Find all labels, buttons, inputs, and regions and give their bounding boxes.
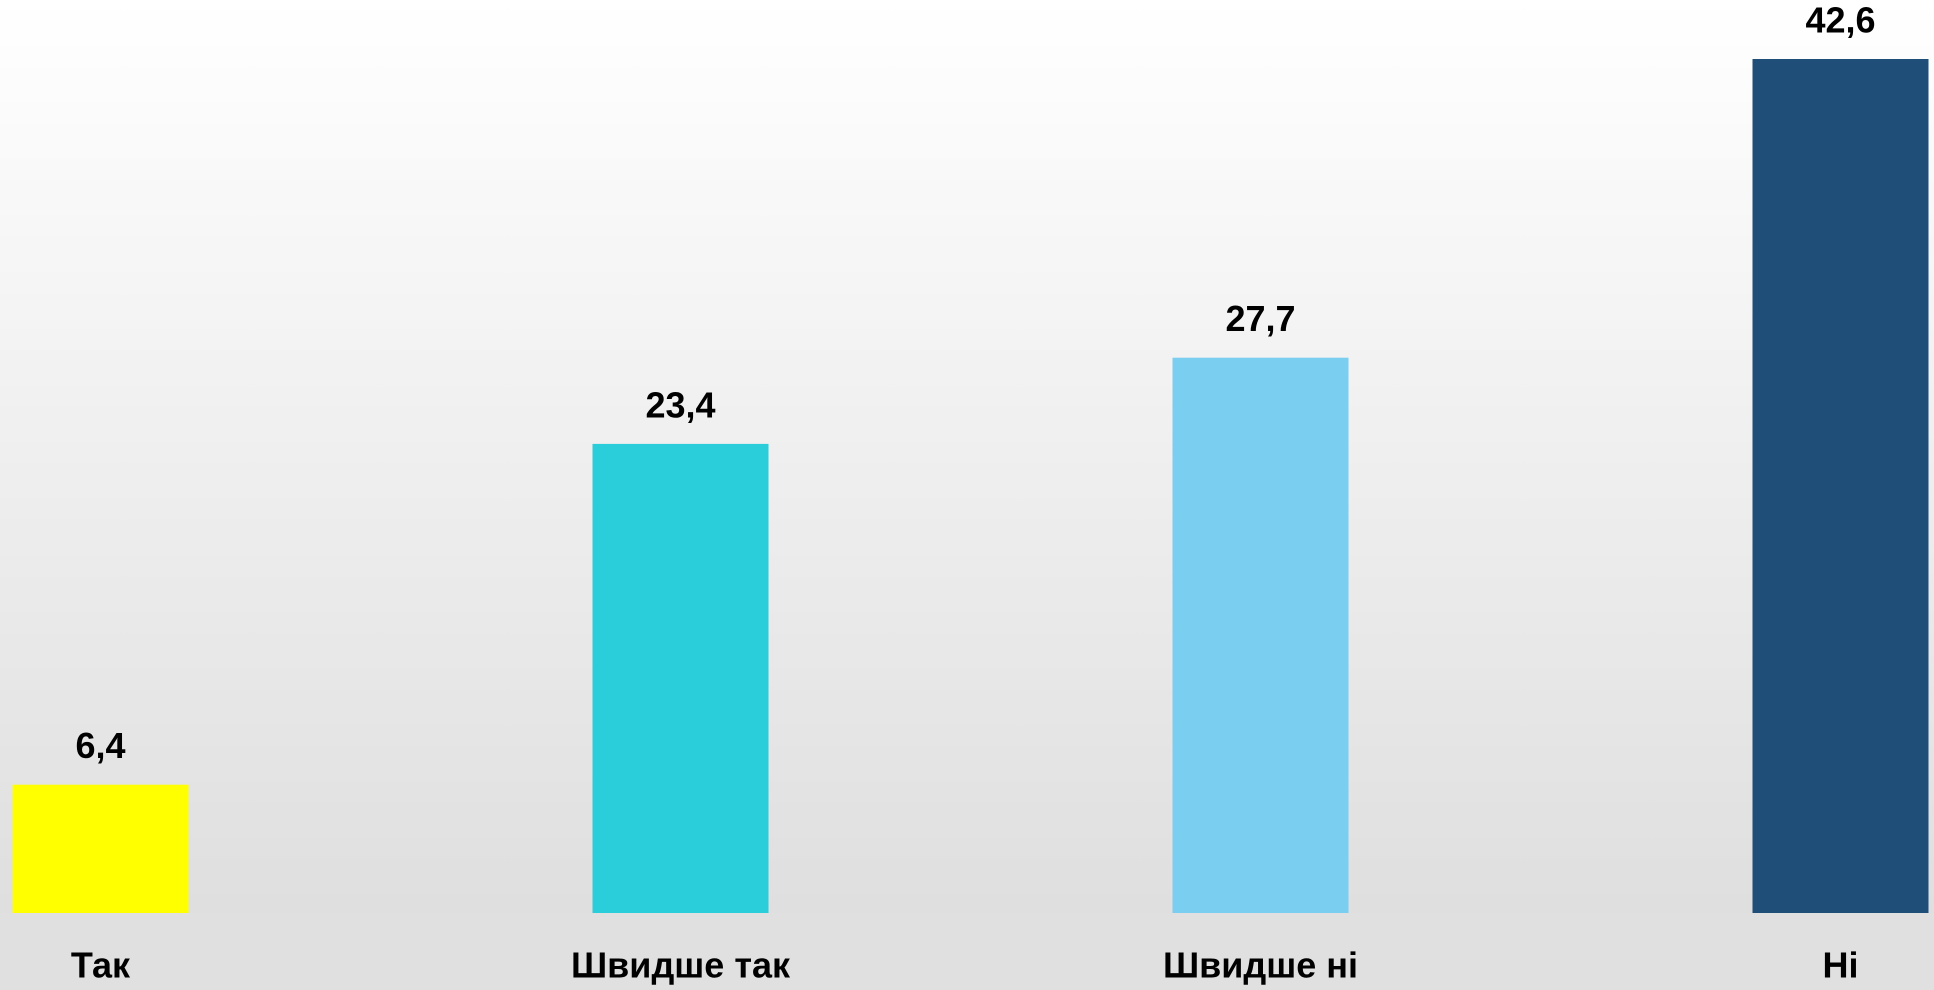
value-label: 23,4 [645,384,715,425]
x-tick-label: Так [71,945,131,986]
x-tick-label: Швидше ні [1163,945,1358,986]
bar [1752,59,1929,913]
axis-strip [0,913,1934,990]
x-tick-label: Ні [1823,945,1859,986]
bar [1172,357,1349,913]
value-label: 27,7 [1225,298,1295,339]
bar [592,443,769,913]
value-label: 6,4 [75,725,125,766]
bar [12,784,189,913]
x-tick-label: Швидше так [571,945,791,986]
value-label: 42,6 [1805,0,1875,41]
